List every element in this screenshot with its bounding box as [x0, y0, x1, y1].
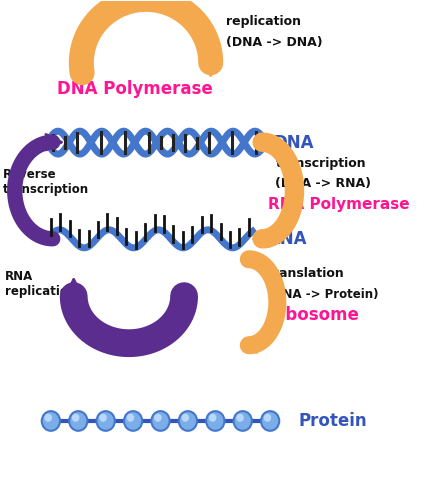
Text: translation: translation [268, 267, 345, 280]
Circle shape [124, 411, 142, 431]
Circle shape [154, 413, 161, 422]
Circle shape [151, 411, 170, 431]
Text: transcription: transcription [276, 157, 366, 169]
Circle shape [206, 411, 225, 431]
Text: RNA: RNA [268, 230, 307, 248]
Text: RNA Polymerase: RNA Polymerase [268, 197, 409, 211]
Text: DNA: DNA [273, 133, 314, 152]
Circle shape [127, 413, 134, 422]
Text: Ribosome: Ribosome [268, 306, 360, 324]
Circle shape [69, 411, 87, 431]
Circle shape [261, 411, 279, 431]
Circle shape [209, 413, 216, 422]
Text: DNA Polymerase: DNA Polymerase [57, 81, 213, 98]
Text: Reverse
transcription: Reverse transcription [3, 167, 89, 196]
Text: Protein: Protein [298, 412, 367, 430]
Circle shape [179, 411, 197, 431]
Circle shape [44, 413, 52, 422]
Circle shape [233, 411, 252, 431]
Circle shape [42, 411, 60, 431]
Circle shape [181, 413, 189, 422]
Text: (RNA -> Protein): (RNA -> Protein) [268, 288, 378, 300]
Text: (DNA -> DNA): (DNA -> DNA) [226, 36, 322, 49]
Circle shape [236, 413, 244, 422]
Text: (DNA -> RNA): (DNA -> RNA) [276, 177, 371, 190]
Circle shape [72, 413, 79, 422]
Circle shape [97, 411, 115, 431]
Text: RNA
replication: RNA replication [5, 270, 76, 298]
Text: replication: replication [226, 15, 301, 28]
Circle shape [264, 413, 271, 422]
Circle shape [99, 413, 107, 422]
